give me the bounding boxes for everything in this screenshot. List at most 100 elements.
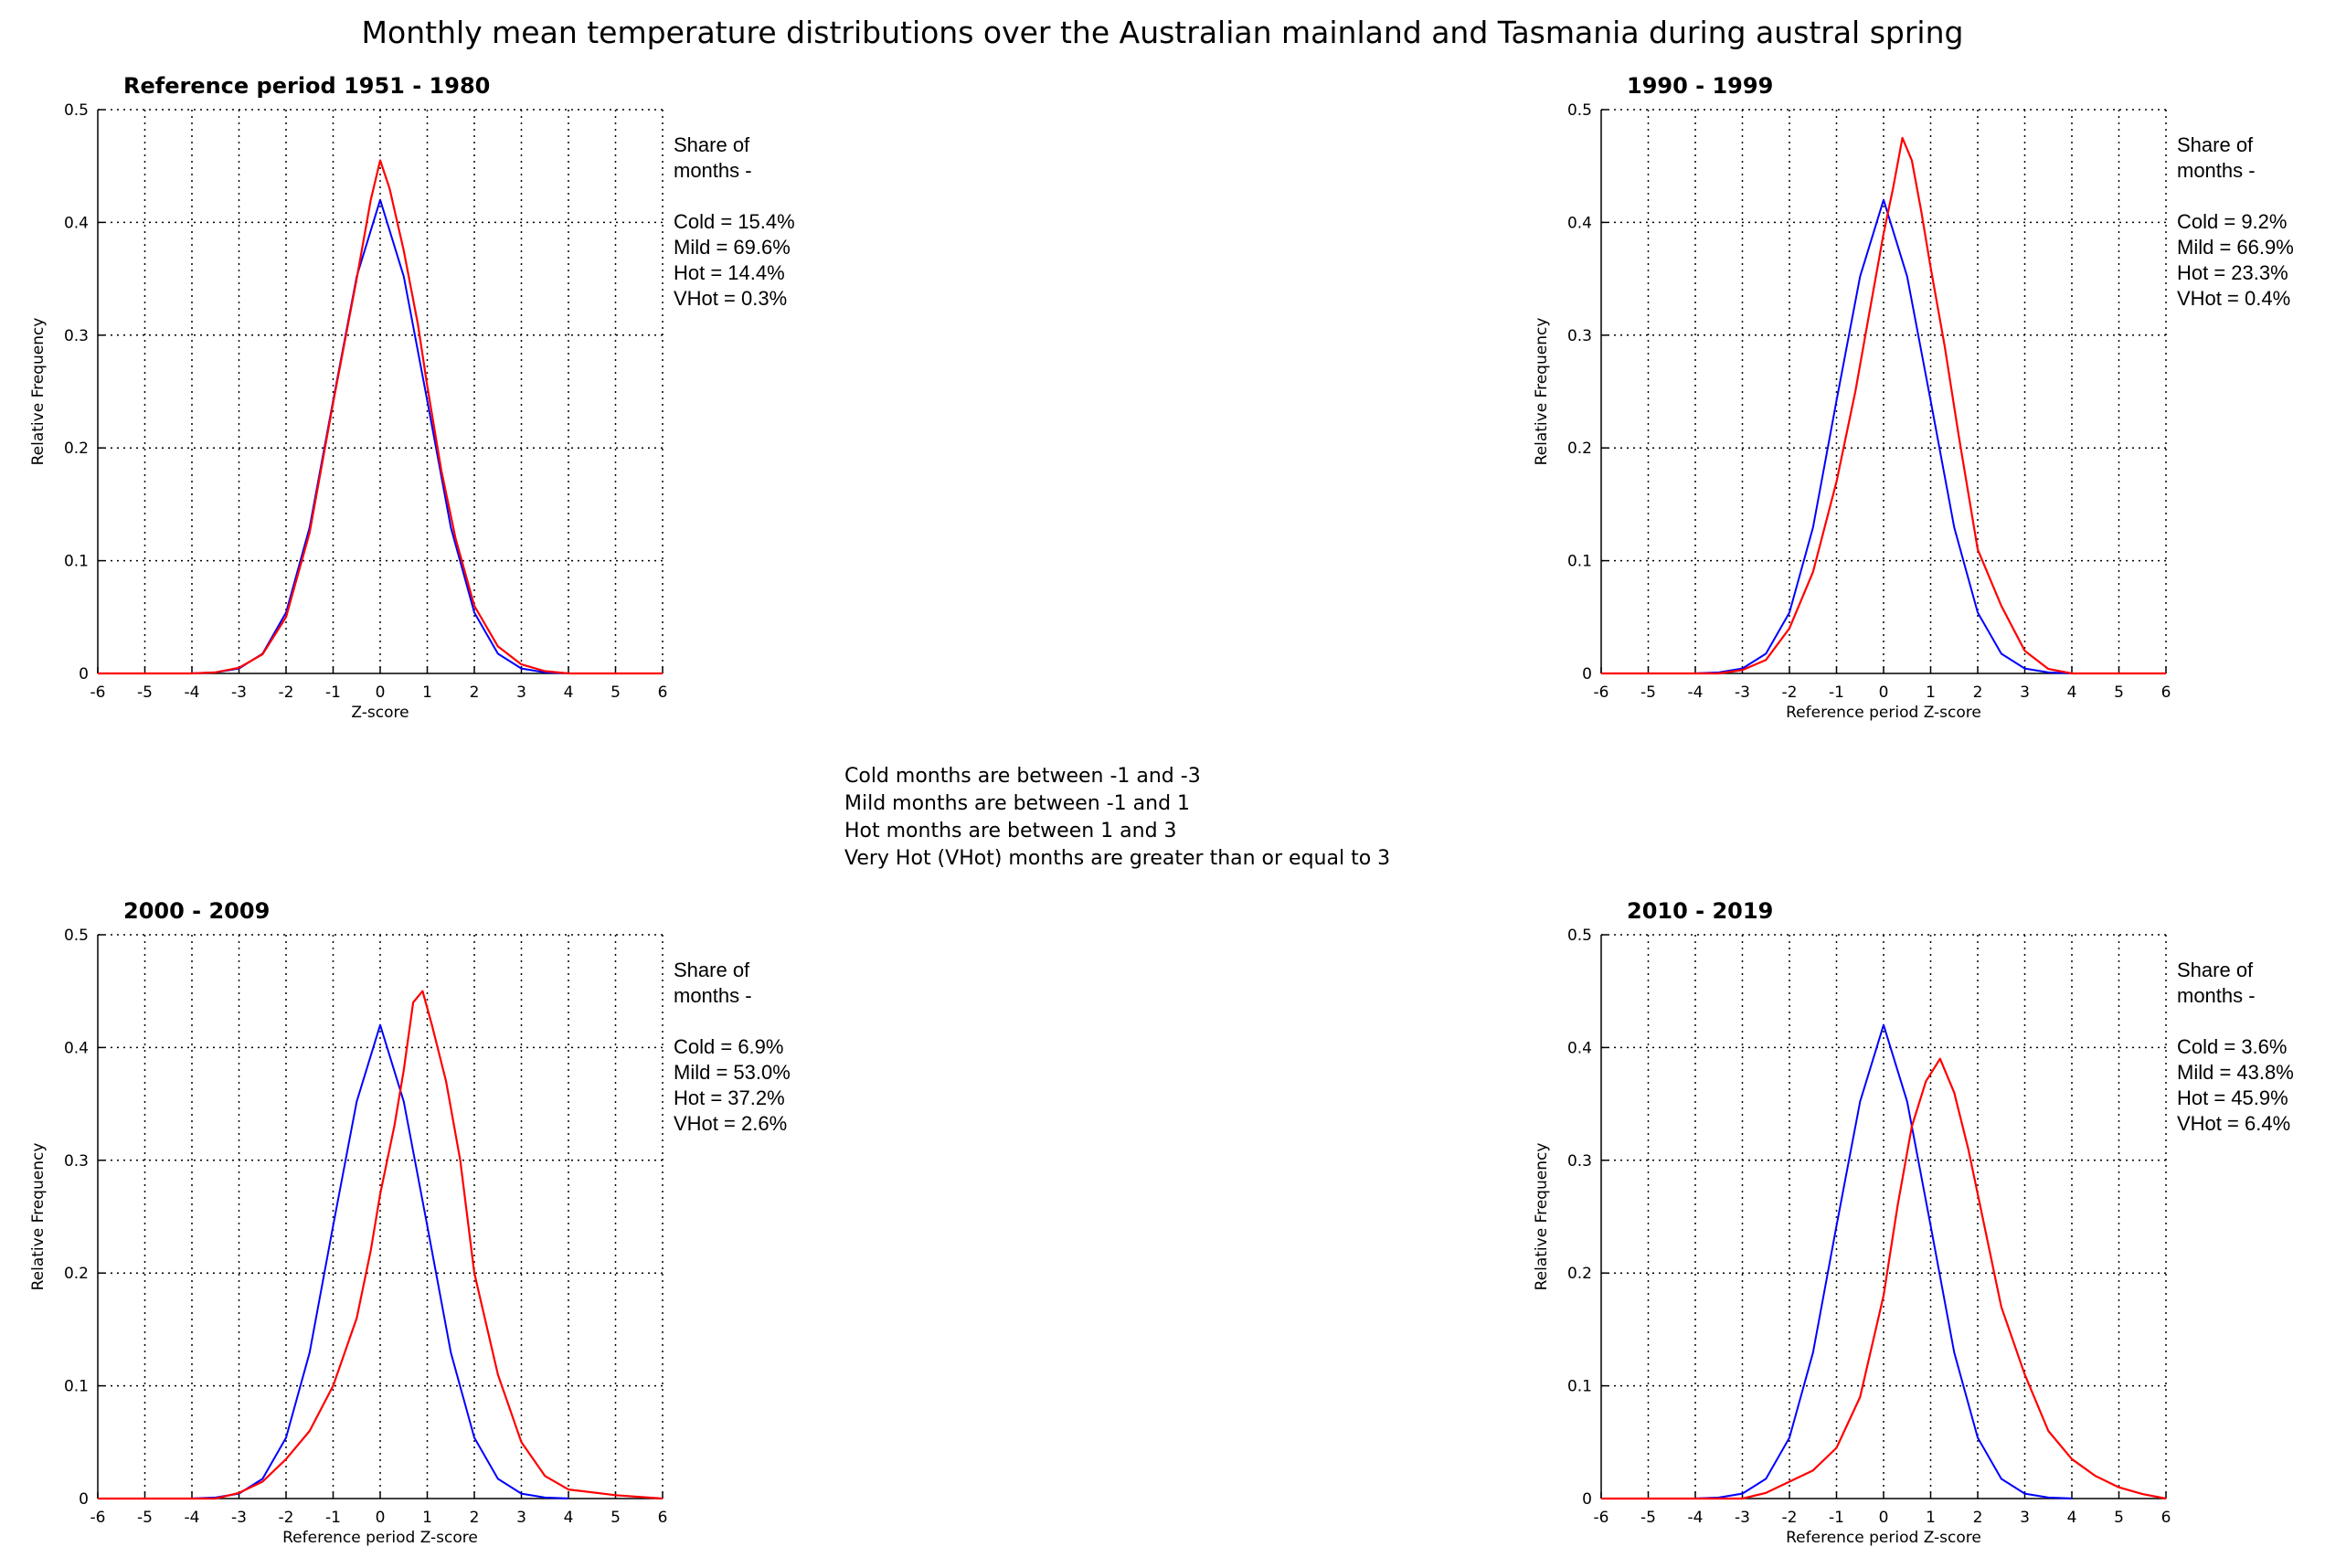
x-tick-label: -6 <box>90 1509 106 1527</box>
x-tick-label: -5 <box>137 1509 153 1527</box>
x-tick-label: 5 <box>2114 683 2124 702</box>
chart-panel-2010s: -6 -5 -4 -3 -2 -1 0 1 2 3 4 5 6 0 0.1 0.2 0.3 0.4 0.5 Refer… <box>1533 927 2171 1547</box>
x-tick-label: 0 <box>1879 1509 1889 1527</box>
x-tick-label: 6 <box>658 1509 668 1527</box>
x-axis-label: Reference period Z-score <box>1786 1529 1981 1547</box>
y-tick-label: 0.2 <box>1567 440 1592 458</box>
x-tick-label: 2 <box>470 683 480 702</box>
y-tick-label: 0.5 <box>1567 927 1592 945</box>
x-tick-label: 5 <box>610 683 621 702</box>
y-tick-label: 0.3 <box>64 327 89 345</box>
x-tick-label: 1 <box>422 1509 432 1527</box>
x-axis-label: Reference period Z-score <box>1786 704 1981 722</box>
x-tick-label: -4 <box>1688 683 1704 702</box>
x-tick-label: 0 <box>376 683 386 702</box>
y-tick-label: 0.2 <box>64 1265 89 1283</box>
y-tick-label: 0 <box>1582 1490 1592 1509</box>
reference-distribution-line <box>1694 1023 2073 1499</box>
y-tick-label: 0.1 <box>64 553 89 571</box>
share-heading-line: Share of <box>2177 959 2254 981</box>
x-tick-label: 3 <box>516 683 526 702</box>
x-tick-label: 1 <box>1926 1509 1936 1527</box>
x-tick-label: -6 <box>1594 1509 1609 1527</box>
chart-panel-reference: -6 -5 -4 -3 -2 -1 0 1 2 3 4 5 6 0 0.1 0.2 0.3 0.4 0.5 Z-sco… <box>29 101 667 722</box>
x-tick-label: 3 <box>2020 683 2030 702</box>
observed-distribution-line <box>1601 136 2166 675</box>
chart-panel-2000s: -6 -5 -4 -3 -2 -1 0 1 2 3 4 5 6 0 0.1 0.2 0.3 0.4 0.5 Refer… <box>29 927 667 1547</box>
figure-title: Monthly mean temperature distributions o… <box>361 15 1964 50</box>
x-tick-label: 3 <box>516 1509 526 1527</box>
x-tick-label: 2 <box>1973 683 1983 702</box>
x-tick-label: -1 <box>325 683 341 702</box>
share-box-1990s: Share of months - Cold = 9.2% Mild = 66.… <box>2177 132 2294 312</box>
x-tick-label: 3 <box>2020 1509 2030 1527</box>
x-tick-label: -5 <box>1640 1509 1656 1527</box>
observed-distribution-line <box>1601 1057 2167 1500</box>
share-hot: Hot = 45.9% <box>2177 1086 2288 1109</box>
x-tick-label: 5 <box>2114 1509 2124 1527</box>
share-box-2010s: Share of months - Cold = 3.6% Mild = 43.… <box>2177 958 2294 1137</box>
x-tick-label: -2 <box>279 683 294 702</box>
y-tick-label: 0.1 <box>1567 553 1592 571</box>
share-vhot: VHot = 0.4% <box>2177 287 2291 310</box>
x-tick-label: -2 <box>1782 683 1798 702</box>
share-heading-line: months - <box>2177 159 2256 182</box>
share-box-2000s: Share of months - Cold = 6.9% Mild = 53.… <box>674 958 791 1137</box>
y-tick-label: 0.1 <box>1567 1378 1592 1396</box>
definition-vhot: Very Hot (VHot) months are greater than … <box>844 847 1391 870</box>
x-tick-label: -4 <box>1688 1509 1704 1527</box>
panel-title-2000s: 2000 - 2009 <box>123 898 271 924</box>
share-cold: Cold = 3.6% <box>2177 1035 2288 1058</box>
y-tick-label: 0 <box>79 665 89 683</box>
share-heading-line: Share of <box>674 959 750 981</box>
y-tick-label: 0.5 <box>1567 101 1592 120</box>
x-tick-label: -5 <box>137 683 153 702</box>
definition-cold: Cold months are between -1 and -3 <box>844 765 1201 788</box>
x-tick-label: 5 <box>610 1509 621 1527</box>
chart-panel-1990s: -6 -5 -4 -3 -2 -1 0 1 2 3 4 5 6 0 0.1 0.2 0.3 0.4 0.5 Refer… <box>1533 101 2171 722</box>
x-tick-label: 4 <box>2067 683 2077 702</box>
y-axis-label: Relative Frequency <box>29 318 48 466</box>
share-vhot: VHot = 0.3% <box>674 287 788 310</box>
x-tick-label: -3 <box>1735 683 1750 702</box>
y-axis-label: Relative Frequency <box>1533 1143 1551 1291</box>
share-vhot: VHot = 6.4% <box>2177 1112 2291 1135</box>
share-hot: Hot = 37.2% <box>674 1086 785 1109</box>
x-axis-label: Z-score <box>351 704 409 722</box>
share-mild: Mild = 53.0% <box>674 1061 791 1084</box>
x-tick-label: 4 <box>2067 1509 2077 1527</box>
share-heading-line: months - <box>2177 984 2256 1007</box>
y-tick-label: 0.4 <box>1567 214 1592 232</box>
x-tick-label: -4 <box>185 1509 200 1527</box>
share-mild: Mild = 69.6% <box>674 236 791 259</box>
y-tick-label: 0.2 <box>1567 1265 1592 1283</box>
share-hot: Hot = 14.4% <box>674 261 785 284</box>
y-tick-label: 0.1 <box>64 1378 89 1396</box>
reference-distribution-line <box>1694 198 2073 674</box>
panel-title-1990s: 1990 - 1999 <box>1627 73 1774 99</box>
y-tick-label: 0.4 <box>64 214 89 232</box>
observed-distribution-line <box>98 159 663 675</box>
y-tick-label: 0 <box>1582 665 1592 683</box>
observed-distribution-line <box>98 990 664 1500</box>
share-cold: Cold = 6.9% <box>674 1035 784 1058</box>
x-tick-label: 6 <box>2161 1509 2171 1527</box>
x-axis-label: Reference period Z-score <box>282 1529 478 1547</box>
y-tick-label: 0.3 <box>1567 1152 1592 1171</box>
y-tick-label: 0.5 <box>64 927 89 945</box>
x-tick-label: 2 <box>470 1509 480 1527</box>
y-tick-label: 0.4 <box>64 1039 89 1057</box>
x-tick-label: -2 <box>1782 1509 1798 1527</box>
y-tick-label: 0.3 <box>64 1152 89 1171</box>
x-tick-label: 4 <box>564 683 574 702</box>
x-tick-label: -1 <box>325 1509 341 1527</box>
x-tick-label: 2 <box>1973 1509 1983 1527</box>
share-cold: Cold = 15.4% <box>674 210 795 233</box>
share-mild: Mild = 66.9% <box>2177 236 2294 259</box>
share-box-reference: Share of months - Cold = 15.4% Mild = 69… <box>674 132 795 312</box>
x-tick-label: -1 <box>1829 683 1844 702</box>
x-tick-label: -3 <box>1735 1509 1750 1527</box>
share-hot: Hot = 23.3% <box>2177 261 2288 284</box>
